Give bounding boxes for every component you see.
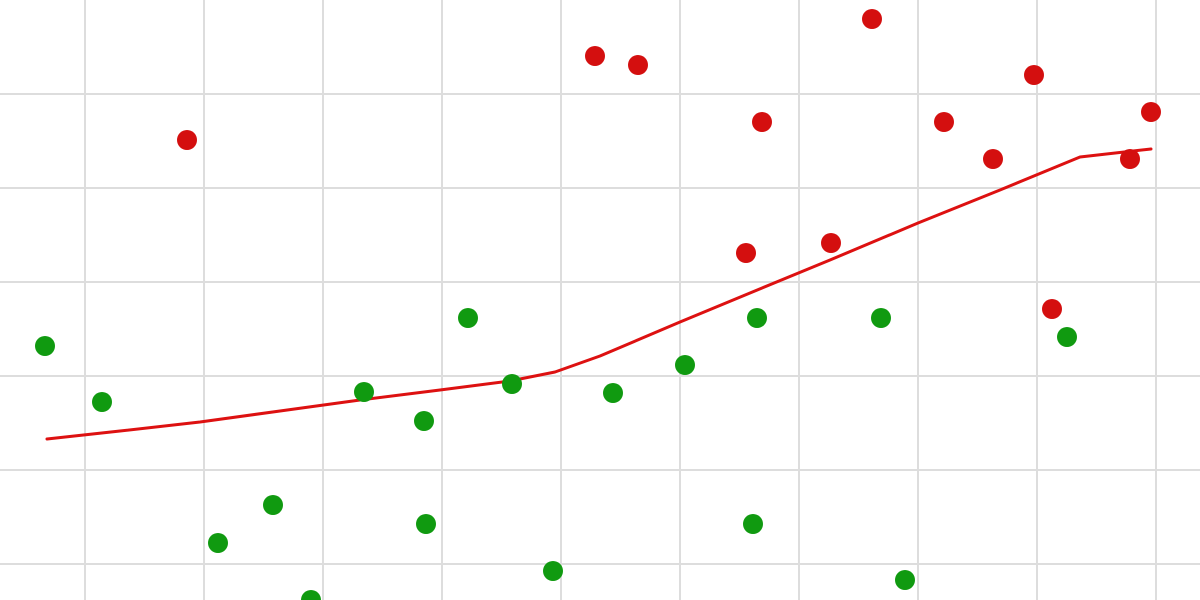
red-data-point bbox=[752, 112, 772, 132]
trend-line bbox=[45, 147, 1153, 441]
red-data-point bbox=[1120, 149, 1140, 169]
green-data-point bbox=[1057, 327, 1077, 347]
green-data-point bbox=[603, 383, 623, 403]
red-data-point bbox=[736, 243, 756, 263]
green-data-point bbox=[263, 495, 283, 515]
green-data-point bbox=[895, 570, 915, 590]
red-data-point bbox=[983, 149, 1003, 169]
green-data-point bbox=[414, 411, 434, 431]
red-data-point bbox=[934, 112, 954, 132]
red-data-point bbox=[1042, 299, 1062, 319]
green-data-point bbox=[301, 590, 321, 600]
green-data-point bbox=[208, 533, 228, 553]
red-data-point bbox=[585, 46, 605, 66]
green-data-point bbox=[92, 392, 112, 412]
green-data-point bbox=[35, 336, 55, 356]
green-data-point bbox=[416, 514, 436, 534]
red-data-point bbox=[628, 55, 648, 75]
green-data-point bbox=[543, 561, 563, 581]
red-data-point bbox=[1141, 102, 1161, 122]
green-data-point bbox=[743, 514, 763, 534]
green-data-point bbox=[871, 308, 891, 328]
green-data-point bbox=[675, 355, 695, 375]
trend-line-layer bbox=[45, 147, 1153, 441]
points-layer bbox=[35, 9, 1161, 600]
green-data-point bbox=[458, 308, 478, 328]
red-data-point bbox=[862, 9, 882, 29]
red-data-point bbox=[1024, 65, 1044, 85]
green-data-point bbox=[354, 382, 374, 402]
green-data-point bbox=[747, 308, 767, 328]
red-data-point bbox=[177, 130, 197, 150]
red-data-point bbox=[821, 233, 841, 253]
green-data-point bbox=[502, 374, 522, 394]
